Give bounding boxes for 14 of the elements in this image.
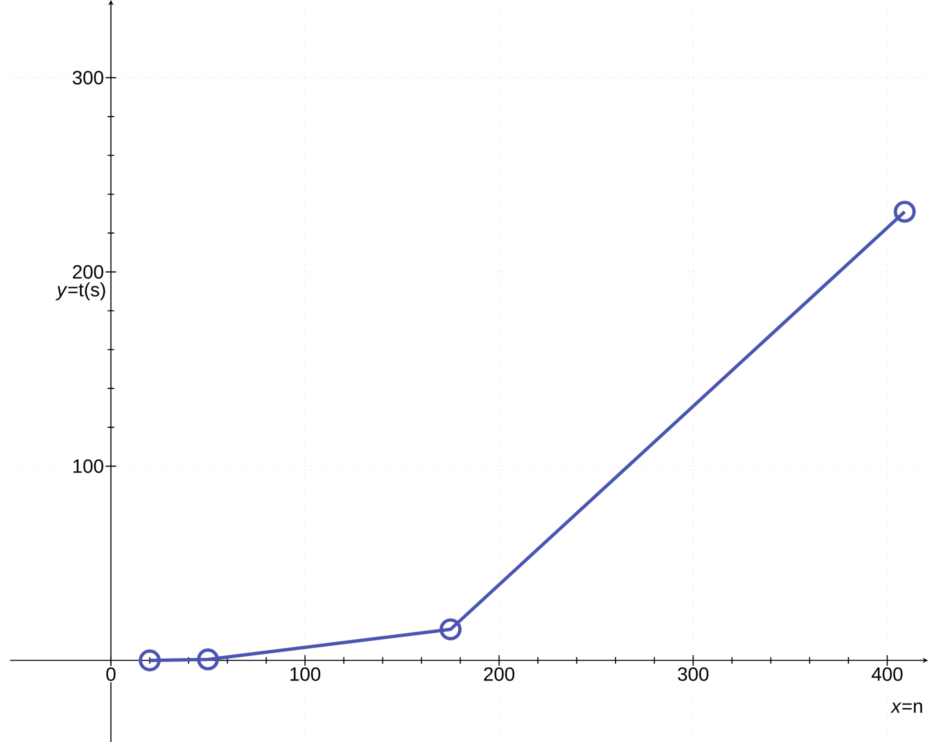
y-tick-label: 100 — [73, 459, 104, 473]
y-tick-label: 300 — [72, 70, 104, 84]
x-tick-label: 0 — [106, 667, 116, 681]
point — [138, 649, 161, 672]
x-axis-title: x=n — [890, 702, 922, 713]
x-tick-label: 400 — [872, 667, 903, 681]
x-tick-label: 100 — [290, 667, 320, 681]
x-tick-label: 300 — [678, 667, 708, 681]
y-tick-label: 200 — [72, 265, 104, 279]
y-axis-title: y=t(s) — [56, 282, 106, 300]
point — [440, 618, 462, 640]
x-tick-label: 200 — [484, 667, 514, 681]
point — [894, 200, 916, 223]
point — [196, 648, 219, 670]
